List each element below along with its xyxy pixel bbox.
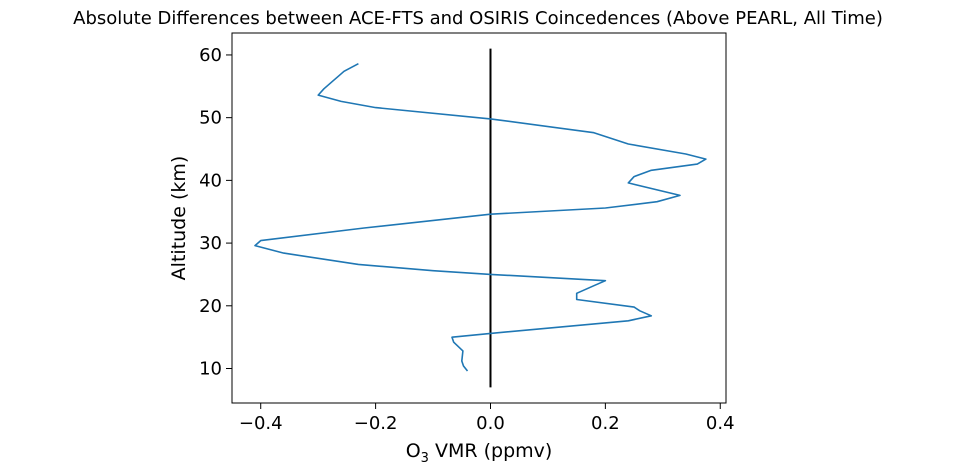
y-tick-label: 10: [199, 359, 222, 380]
chart-title: Absolute Differences between ACE-FTS and…: [73, 8, 883, 29]
x-tick-label: −0.2: [354, 413, 398, 434]
x-tick-label: −0.4: [239, 413, 283, 434]
x-axis-label: O3 VMR (ppmv): [406, 440, 553, 466]
x-axis-label-rest: VMR (ppmv): [429, 440, 552, 462]
plot-area: [232, 33, 726, 403]
x-tick-label: 0.4: [706, 413, 735, 434]
y-tick-label: 60: [199, 45, 222, 66]
x-axis-label-subscript: 3: [421, 451, 429, 466]
plot-frame: [231, 32, 727, 404]
x-tick-label: 0.2: [591, 413, 620, 434]
y-tick-label: 20: [199, 296, 222, 317]
y-tick-label: 30: [199, 233, 222, 254]
y-tick-label: 40: [199, 170, 222, 191]
series-line-0: [254, 62, 707, 372]
y-tick-label: 50: [199, 108, 222, 129]
y-axis: 10 20 30 40 50 60: [199, 45, 232, 380]
series-layer: [254, 62, 707, 372]
y-axis-label: Altitude (km): [168, 156, 190, 281]
x-tick-label: 0.0: [476, 413, 505, 434]
x-axis: −0.4 −0.2 0.0 0.2 0.4: [239, 403, 735, 434]
x-axis-label-main: O: [406, 440, 421, 462]
